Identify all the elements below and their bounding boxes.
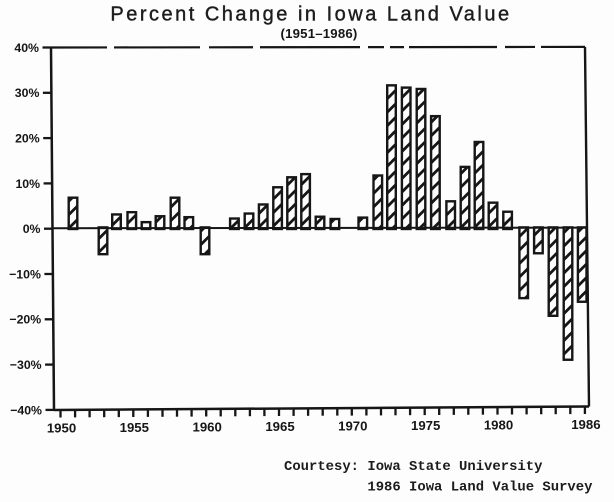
- svg-text:1950: 1950: [47, 421, 76, 436]
- svg-text:30%: 30%: [15, 86, 40, 100]
- svg-text:1965: 1965: [265, 419, 294, 434]
- svg-text:1980: 1980: [484, 418, 513, 433]
- svg-text:Percent Change in Iowa Land Va: Percent Change in Iowa Land Value: [110, 4, 511, 26]
- svg-text:−30%: −30%: [10, 358, 42, 372]
- svg-text:1986 Iowa Land Value Survey: 1986 Iowa Land Value Survey: [284, 480, 593, 496]
- svg-text:40%: 40%: [14, 41, 39, 55]
- svg-text:10%: 10%: [15, 177, 40, 191]
- svg-text:−10%: −10%: [9, 267, 41, 281]
- svg-text:−20%: −20%: [9, 313, 41, 327]
- svg-text:−40%: −40%: [10, 403, 42, 417]
- svg-text:(1951–1986): (1951–1986): [281, 26, 358, 41]
- svg-text:1986: 1986: [571, 417, 600, 432]
- svg-text:1975: 1975: [411, 418, 440, 433]
- svg-text:1955: 1955: [120, 420, 149, 435]
- svg-text:0%: 0%: [23, 222, 41, 236]
- svg-text:20%: 20%: [15, 132, 40, 146]
- svg-text:Courtesy: Iowa State Universit: Courtesy: Iowa State University: [284, 459, 543, 475]
- svg-text:1970: 1970: [338, 419, 367, 434]
- svg-text:1960: 1960: [193, 420, 222, 435]
